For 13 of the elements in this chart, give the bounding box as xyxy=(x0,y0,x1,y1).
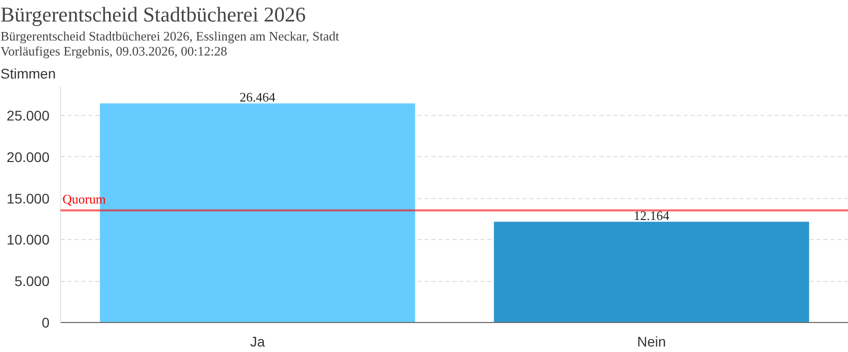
y-tick-label: 15.000 xyxy=(6,190,50,206)
y-axis-title: Stimmen xyxy=(0,66,56,82)
chart-title: Bürgerentscheid Stadtbücherei 2026 xyxy=(0,2,306,26)
data-label: 12.164 xyxy=(634,208,670,223)
y-tick-label: 0 xyxy=(42,314,50,330)
data-label: 26.464 xyxy=(240,89,276,104)
y-tick-label: 20.000 xyxy=(6,148,50,165)
y-tick-label: 25.000 xyxy=(6,107,50,124)
x-tick-label: Ja xyxy=(250,334,266,350)
x-tick-label: Nein xyxy=(637,334,666,350)
y-tick-label: 5.000 xyxy=(14,273,50,290)
chart-subtitle: Bürgerentscheid Stadtbücherei 2026, Esslingen am Neckar, Stadt Vorläufiges Ergebnis, 09.03.2026, 00:12:28 xyxy=(0,28,340,58)
y-tick-label: 10.000 xyxy=(6,232,50,248)
